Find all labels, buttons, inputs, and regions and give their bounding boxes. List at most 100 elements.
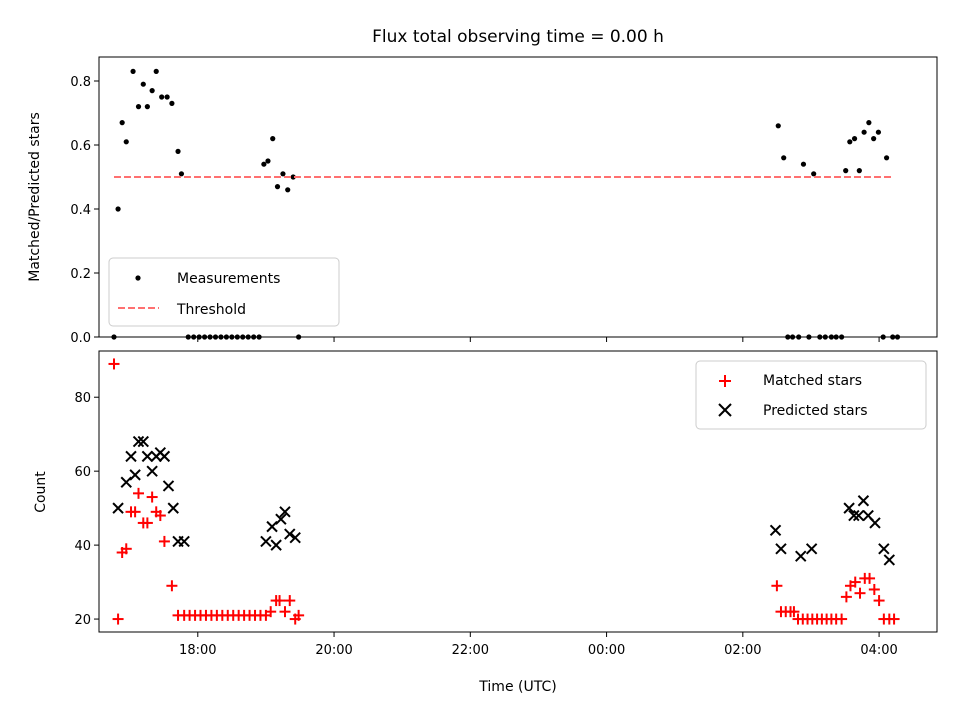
legend-marker-measurements (135, 275, 141, 281)
predicted-stars-point (260, 535, 272, 548)
predicted-stars-point (266, 520, 278, 533)
matched-stars-point (771, 580, 783, 592)
top-ylabel: Matched/Predicted stars (27, 112, 43, 282)
measurement-point (851, 136, 858, 142)
legend-label-predicted: Predicted stars (763, 403, 868, 419)
chart-title: Flux total observing time = 0.00 h (372, 27, 664, 47)
bottom-xtick-label: 20:00 (315, 643, 352, 658)
bottom-xtick-label: 18:00 (179, 643, 216, 658)
predicted-stars-point (878, 543, 890, 555)
legend-marker-matched (719, 375, 731, 387)
matched-stars-point (265, 606, 277, 618)
measurement-point (285, 187, 291, 193)
matched-stars-point (888, 613, 900, 625)
matched-stars-point (284, 595, 296, 607)
predicted-stars-point (125, 450, 137, 463)
predicted-stars-point (270, 539, 282, 551)
matched-stars-point (120, 543, 132, 555)
predicted-stars-point (769, 524, 782, 537)
measurement-point (274, 184, 281, 190)
matched-stars-point (141, 517, 153, 529)
bottom-panel: 20 40 60 80 18:00 20:00 22:00 00:00 02:00 04:00 C… (33, 350, 938, 695)
matched-stars-point (112, 613, 124, 625)
bottom-xtick-label: 02:00 (724, 643, 761, 658)
predicted-stars-point (120, 476, 132, 488)
bottom-ylabel: Count (33, 471, 49, 513)
bottom-ytick-label: 20 (74, 613, 91, 628)
measurement-point (169, 100, 175, 106)
measurement-point (178, 171, 185, 177)
legend-label-measurements: Measurements (177, 271, 280, 287)
matched-stars-point (854, 587, 866, 599)
measurement-point (149, 88, 155, 94)
measurement-point (144, 104, 150, 110)
predicted-stars-point (795, 550, 807, 562)
predicted-stars-point (141, 450, 154, 463)
measurement-point (175, 148, 181, 154)
predicted-stars-point (284, 528, 296, 540)
predicted-stars-point (132, 435, 145, 448)
measurement-point (871, 136, 877, 142)
predicted-stars-point (279, 506, 291, 518)
predicted-stars-point (775, 543, 787, 555)
measurement-point (130, 68, 136, 74)
legend-marker-predicted (718, 403, 732, 417)
predicted-stars-point (275, 513, 287, 525)
measurement-point (811, 171, 817, 177)
measurement-point (856, 168, 862, 174)
measurement-point (153, 68, 159, 74)
matched-stars-point (836, 613, 848, 625)
bottom-xtick-label: 22:00 (452, 643, 489, 658)
matched-stars-point (849, 576, 861, 588)
predicted-stars-point (843, 502, 855, 514)
matched-stars-point (788, 606, 800, 618)
bottom-legend: Matched stars Predicted stars (695, 360, 927, 430)
matched-stars-point (146, 491, 158, 503)
predicted-stars-point (146, 465, 158, 477)
measurement-point (861, 129, 867, 135)
measurement-point (265, 158, 271, 164)
bottom-xtick-label: 04:00 (860, 643, 897, 658)
predicted-stars-point (137, 435, 149, 448)
top-legend: Measurements Threshold (108, 257, 340, 327)
legend-label-threshold: Threshold (176, 302, 246, 318)
measurement-point (847, 139, 853, 145)
predicted-stars-point (129, 469, 141, 481)
measurement-point (875, 129, 882, 135)
top-ytick-label: 0.6 (70, 139, 91, 154)
legend-label-matched: Matched stars (763, 373, 862, 389)
measurement-point (270, 136, 276, 142)
bottom-ytick-label: 80 (74, 391, 91, 406)
matched-stars-point (154, 510, 166, 522)
measurement-point (800, 161, 807, 167)
measurement-point (280, 171, 286, 177)
top-panel: 0.00.20.40.60.8 Matched/Predicted stars … (27, 56, 938, 346)
bottom-ytick-label: 40 (74, 539, 91, 554)
measurement-point (866, 120, 872, 126)
matched-stars-point (158, 535, 170, 547)
matched-stars-point (133, 487, 145, 499)
predicted-stars-point (162, 480, 175, 492)
matched-stars-point (868, 583, 880, 595)
matched-stars-point (274, 595, 286, 607)
measurement-point (775, 123, 781, 129)
predicted-stars-point (178, 535, 190, 548)
measurement-point (883, 155, 890, 161)
top-ytick-label: 0.8 (70, 75, 91, 90)
measurement-point (123, 139, 129, 145)
matched-stars-point (873, 595, 885, 607)
bottom-axes-frame (98, 350, 938, 633)
bottom-xlabel: Time (UTC) (478, 679, 556, 695)
predicted-stars-point (852, 509, 865, 522)
measurement-point (261, 161, 267, 167)
matched-stars-point (166, 580, 178, 592)
measurement-point (781, 155, 787, 161)
matched-stars-point (840, 591, 852, 603)
top-axes-frame (98, 56, 938, 338)
predicted-stars-point (167, 502, 179, 514)
measurement-point (164, 94, 170, 100)
predicted-stars-point (112, 502, 124, 514)
predicted-stars-point (289, 532, 301, 544)
matched-stars-point (108, 358, 120, 370)
